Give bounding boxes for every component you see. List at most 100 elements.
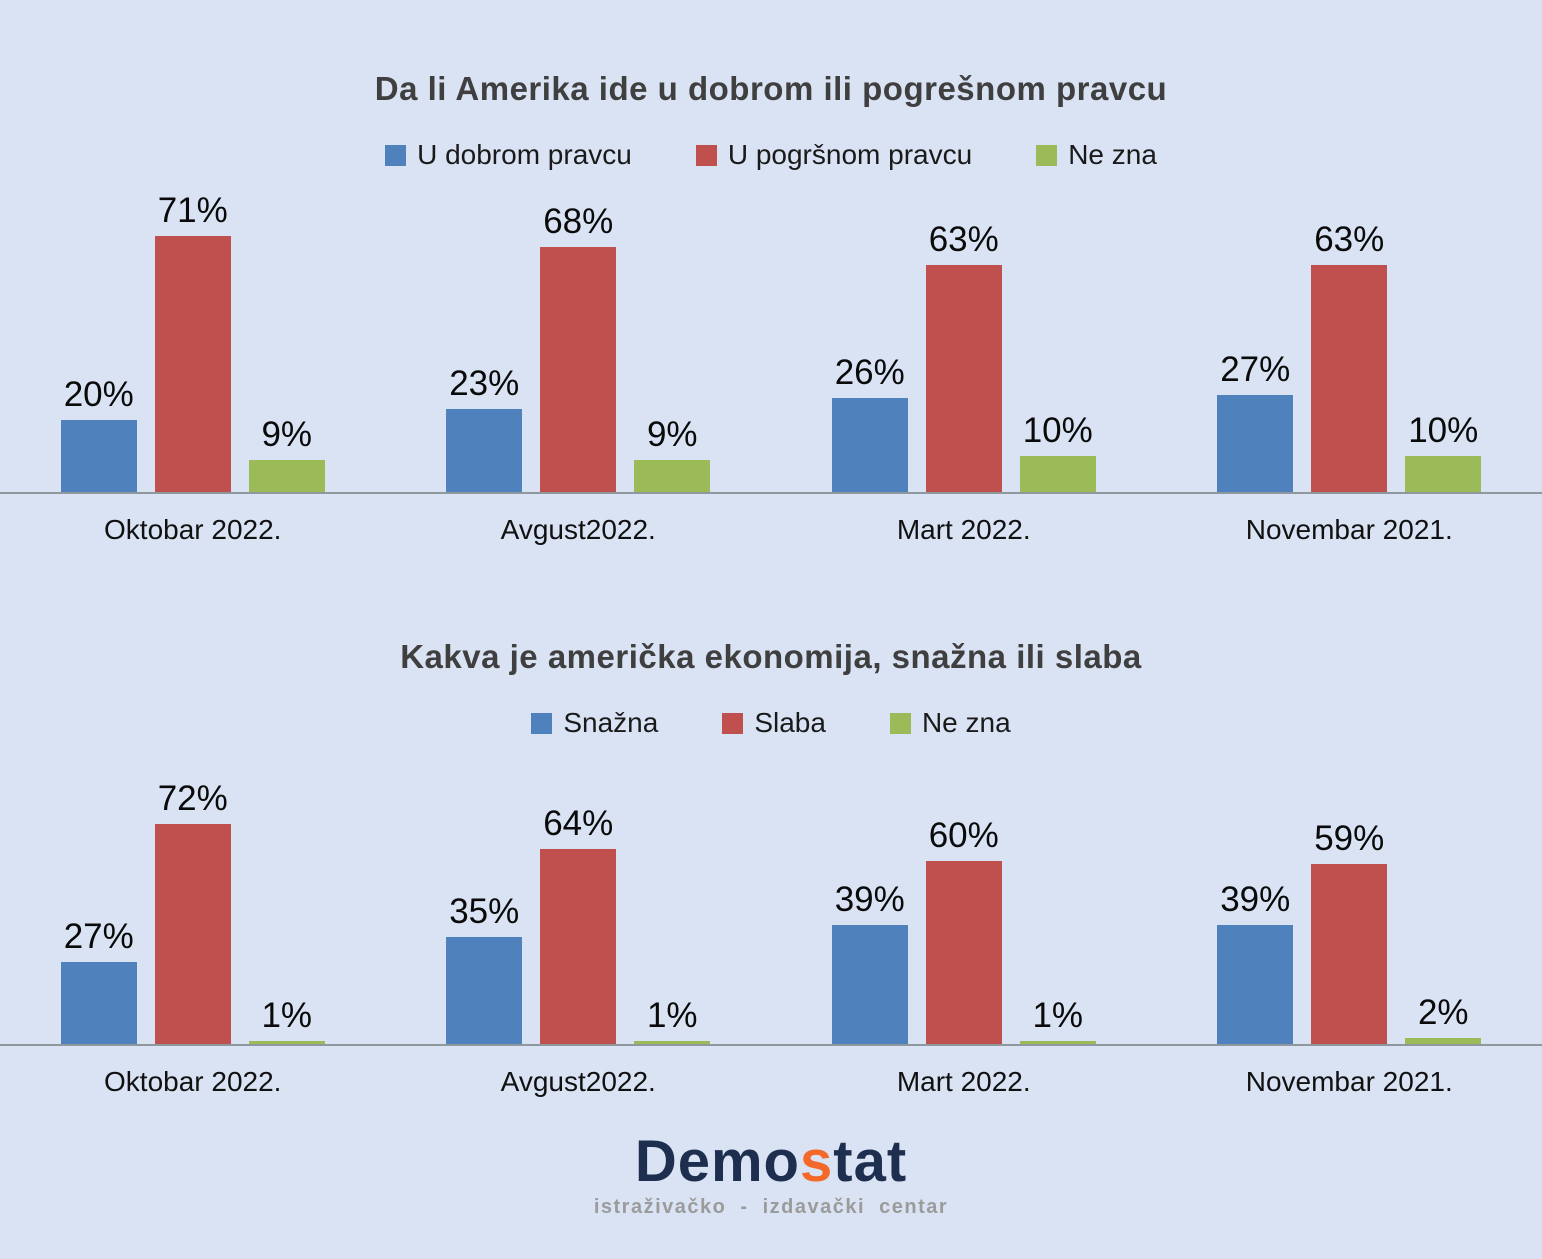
bar-with-label: 27% <box>60 916 137 1044</box>
bar-with-label: 9% <box>634 414 711 492</box>
demostat-logo: Demostat <box>0 1129 1542 1194</box>
bar-group: 39% 59% 2% <box>1157 819 1542 1044</box>
legend-item: U pogršnom pravcu <box>695 139 972 171</box>
chart-title: Da li Amerika ide u dobrom ili pogrešnom… <box>374 70 1168 107</box>
data-label: 68% <box>543 202 614 242</box>
bar <box>1217 394 1294 492</box>
data-label: 27% <box>1220 349 1291 389</box>
bar-with-label: 63% <box>1311 220 1388 492</box>
chart-direction: Da li Amerika ide u dobrom ili pogrešnom… <box>0 0 1542 546</box>
bar <box>925 861 1002 1044</box>
data-label: 63% <box>1314 220 1385 260</box>
bar-group: 26% 63% 10% <box>771 220 1157 492</box>
category-label: Mart 2022. <box>896 514 1031 545</box>
data-label: 64% <box>543 803 614 843</box>
bar-group: 35% 64% 1% <box>386 804 772 1044</box>
bar <box>1019 456 1096 492</box>
bar-with-label: 1% <box>248 995 325 1044</box>
bar <box>446 409 523 492</box>
plot-area: 20% 71% 9% 23% 68% 9% 26% 63% 10% 27% 63% 10% <box>0 186 1542 494</box>
logo-text-accent: s <box>800 1129 834 1194</box>
legend-item: Ne zna <box>1036 139 1157 171</box>
bar-group: 27% 63% 10% <box>1157 220 1542 492</box>
bar <box>154 824 231 1044</box>
bar <box>831 925 908 1044</box>
category-label: Avgust2022. <box>500 514 656 545</box>
bar <box>1405 1037 1482 1044</box>
bar-with-label: 63% <box>925 220 1002 492</box>
bar <box>540 247 617 492</box>
legend-item: Ne zna <box>889 707 1011 739</box>
bar-group: 27% 72% 1% <box>0 779 386 1044</box>
data-label: 72% <box>157 779 228 819</box>
data-label: 27% <box>63 916 134 956</box>
bar-with-label: 35% <box>446 892 523 1044</box>
category-label: Avgust2022. <box>500 1066 656 1097</box>
bar <box>154 236 231 492</box>
bar <box>248 1040 325 1044</box>
bar-with-label: 39% <box>831 880 908 1044</box>
bar <box>1405 456 1482 492</box>
data-label: 35% <box>449 892 520 932</box>
bar-with-label: 2% <box>1405 992 1482 1044</box>
bar-with-label: 9% <box>248 414 325 492</box>
data-label: 1% <box>261 995 313 1035</box>
bar <box>831 398 908 492</box>
bar <box>1217 925 1294 1044</box>
category-axis: Oktobar 2022. Avgust2022. Mart 2022. Novemb… <box>0 1066 1542 1098</box>
bar-with-label: 72% <box>154 779 231 1044</box>
category-label: Novembar 2021. <box>1245 514 1453 545</box>
chart-legend: Snažna Slaba Ne zna <box>0 706 1542 740</box>
data-label: 59% <box>1314 819 1385 859</box>
data-label: 9% <box>261 414 313 454</box>
legend-item: U dobrom pravcu <box>385 139 632 171</box>
bar-with-label: 68% <box>540 202 617 492</box>
chart-legend: U dobrom pravcu U pogršnom pravcu Ne zna <box>0 138 1542 172</box>
data-label: 63% <box>928 220 999 260</box>
legend-swatch <box>889 712 911 734</box>
plot-area: 27% 72% 1% 35% 64% 1% 39% 60% 1% 39% 59% 2% <box>0 754 1542 1046</box>
legend-label: Snažna <box>563 707 659 738</box>
bar-with-label: 71% <box>154 191 231 492</box>
bar-group: 20% 71% 9% <box>0 191 386 492</box>
legend-swatch <box>722 712 744 734</box>
bar-with-label: 60% <box>925 816 1002 1044</box>
data-label: 1% <box>1032 995 1084 1035</box>
data-label: 60% <box>928 816 999 855</box>
bar <box>60 420 137 492</box>
data-label: 9% <box>646 414 698 454</box>
category-label: Mart 2022. <box>896 1066 1031 1097</box>
bar-with-label: 26% <box>831 353 908 492</box>
bar <box>634 1040 711 1044</box>
bar <box>60 961 137 1044</box>
bar-with-label: 39% <box>1217 880 1294 1044</box>
logo-text-primary: Demo <box>634 1129 800 1194</box>
chart-economy: Kakva je američka ekonomija, snažna ili … <box>0 546 1542 1098</box>
bar <box>446 937 523 1044</box>
legend-label: Ne zna <box>1068 139 1157 170</box>
data-label: 71% <box>157 191 228 231</box>
bar-with-label: 20% <box>60 375 137 492</box>
legend-item: Snažna <box>531 707 658 739</box>
bar <box>540 848 617 1044</box>
logo-subtitle: istraživačko - izdavački centar <box>593 1195 949 1218</box>
data-label: 1% <box>646 995 698 1035</box>
legend-swatch <box>385 144 407 166</box>
legend-label: U dobrom pravcu <box>417 139 632 170</box>
bar-with-label: 59% <box>1311 819 1388 1044</box>
bar <box>1019 1040 1096 1044</box>
footer: Demostat istraživačko - izdavački centar <box>0 1129 1542 1219</box>
data-label: 39% <box>1220 880 1291 920</box>
logo-text-secondary: tat <box>833 1129 908 1194</box>
legend-swatch <box>695 144 717 166</box>
bar-with-label: 1% <box>634 995 711 1044</box>
legend-label: Slaba <box>754 707 826 738</box>
data-label: 2% <box>1417 992 1469 1032</box>
category-label: Oktobar 2022. <box>104 1066 282 1097</box>
legend-swatch <box>1036 144 1058 166</box>
data-label: 26% <box>834 353 905 393</box>
bar <box>634 459 711 492</box>
category-label: Novembar 2021. <box>1245 1066 1453 1097</box>
bar-group: 39% 60% 1% <box>771 816 1157 1044</box>
